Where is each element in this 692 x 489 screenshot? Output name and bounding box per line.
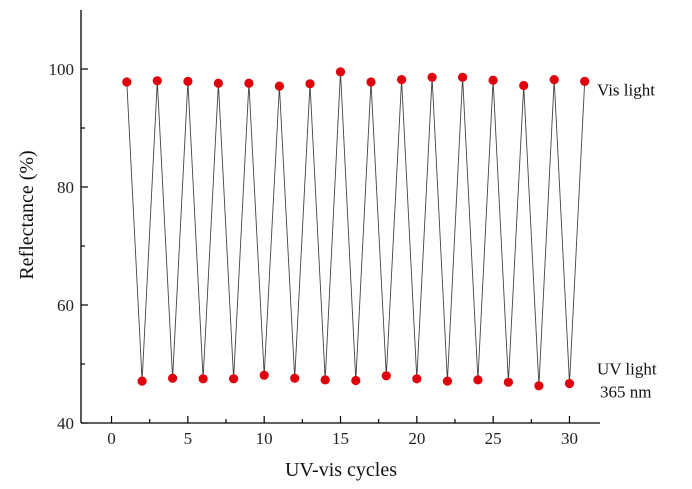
data-point-0-1	[137, 376, 147, 386]
y-ticks: 40 60 80 100	[49, 60, 88, 433]
y-tick-label-1: 60	[57, 296, 74, 315]
data-point-0-16	[366, 77, 376, 87]
data-point-0-20	[427, 72, 437, 82]
series-lines	[126, 71, 586, 386]
data-point-0-26	[519, 80, 529, 91]
data-point-0-15	[351, 375, 361, 386]
x-tick-label-6: 30	[561, 429, 578, 448]
x-tick-label-1: 5	[184, 429, 193, 448]
x-tick-label-4: 20	[408, 429, 425, 448]
data-point-0-14	[335, 67, 346, 77]
data-point-0-23	[473, 375, 483, 385]
data-point-0-17	[381, 371, 391, 381]
data-point-0-9	[259, 370, 269, 380]
x-tick-label-3: 15	[332, 429, 349, 448]
data-point-0-28	[549, 75, 559, 85]
y-tick-label-2: 80	[57, 178, 74, 197]
annotation-1: UV light	[597, 360, 657, 379]
data-point-0-5	[198, 374, 208, 384]
data-point-0-6	[213, 78, 223, 88]
data-point-0-13	[320, 375, 330, 385]
x-axis-title: UV-vis cycles	[285, 459, 397, 481]
y-axis-title: Reflectance (%)	[16, 150, 38, 279]
series-points	[122, 67, 590, 391]
data-point-0-12	[305, 79, 315, 89]
data-point-0-30	[580, 76, 590, 86]
data-point-0-21	[442, 376, 452, 386]
data-point-0-11	[290, 373, 300, 383]
data-point-0-4	[183, 76, 193, 86]
data-point-0-10	[274, 81, 284, 91]
annotation-0: Vis light	[597, 81, 655, 100]
x-ticks: 0 5 10 15 20 25 30	[107, 416, 578, 448]
x-tick-label-2: 10	[256, 429, 273, 448]
series-line-0	[126, 71, 586, 386]
annotations: Vis light UV light 365 nm	[597, 81, 657, 402]
data-point-0-22	[458, 72, 468, 82]
data-point-0-25	[503, 377, 513, 387]
x-tick-label-5: 25	[485, 429, 502, 448]
data-point-0-0	[122, 77, 132, 87]
data-point-0-29	[564, 378, 575, 389]
x-tick-label-0: 0	[107, 429, 116, 448]
data-point-0-2	[152, 76, 162, 86]
data-point-0-19	[412, 374, 422, 384]
data-point-0-7	[229, 374, 239, 384]
data-point-0-8	[244, 78, 254, 88]
y-tick-label-3: 100	[49, 60, 75, 79]
data-point-0-18	[397, 75, 407, 85]
data-point-0-3	[168, 373, 178, 383]
data-point-0-27	[534, 381, 544, 391]
y-tick-label-0: 40	[57, 414, 74, 433]
annotation-2: 365 nm	[600, 383, 651, 402]
data-point-0-24	[488, 75, 498, 85]
